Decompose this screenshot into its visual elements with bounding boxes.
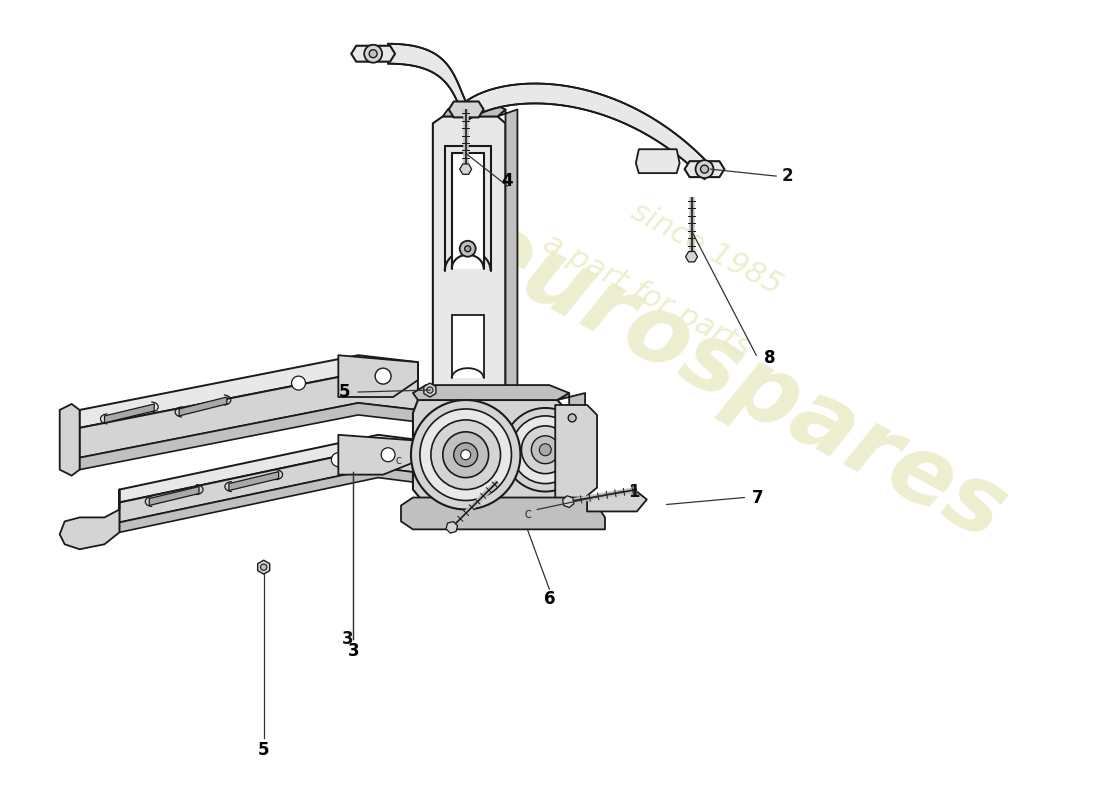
Polygon shape [460, 164, 472, 174]
Text: 3: 3 [341, 630, 353, 648]
Circle shape [701, 165, 708, 173]
Text: since 1985: since 1985 [626, 197, 786, 301]
Polygon shape [351, 46, 395, 62]
Circle shape [364, 45, 382, 62]
Polygon shape [446, 522, 458, 533]
Circle shape [461, 450, 471, 460]
Polygon shape [556, 393, 585, 502]
Text: 1: 1 [628, 482, 639, 501]
Polygon shape [433, 117, 506, 502]
Polygon shape [636, 150, 680, 173]
Circle shape [569, 414, 576, 422]
Text: 4: 4 [502, 172, 514, 190]
Polygon shape [412, 400, 569, 510]
Circle shape [427, 387, 433, 393]
Polygon shape [444, 146, 491, 270]
Polygon shape [684, 161, 725, 177]
Text: 3: 3 [348, 642, 359, 660]
Text: eurospares: eurospares [451, 199, 1022, 561]
Circle shape [431, 420, 500, 490]
Circle shape [370, 50, 377, 58]
Circle shape [521, 426, 569, 474]
Circle shape [531, 436, 559, 464]
Polygon shape [452, 154, 484, 269]
Circle shape [464, 246, 471, 252]
Circle shape [378, 446, 388, 456]
Text: a part for parts: a part for parts [538, 229, 756, 362]
Circle shape [695, 160, 714, 178]
Polygon shape [59, 404, 79, 476]
Polygon shape [339, 355, 418, 397]
Text: 6: 6 [543, 590, 556, 608]
Polygon shape [412, 385, 569, 400]
Polygon shape [257, 560, 270, 574]
Circle shape [411, 400, 520, 510]
Circle shape [443, 432, 488, 478]
Text: 2: 2 [782, 167, 794, 185]
Polygon shape [120, 468, 433, 532]
Polygon shape [443, 102, 506, 117]
Text: 5: 5 [339, 383, 350, 401]
Text: 7: 7 [752, 489, 763, 506]
Circle shape [512, 416, 579, 483]
Polygon shape [229, 472, 278, 490]
Polygon shape [339, 435, 433, 474]
Polygon shape [452, 315, 484, 378]
Polygon shape [497, 110, 517, 498]
Polygon shape [79, 373, 418, 458]
Text: 8: 8 [764, 350, 776, 367]
Polygon shape [59, 490, 120, 550]
Circle shape [460, 241, 475, 257]
Polygon shape [449, 102, 484, 118]
Text: 5: 5 [257, 742, 270, 759]
Polygon shape [150, 486, 199, 506]
Polygon shape [79, 403, 418, 470]
Polygon shape [120, 435, 433, 502]
Circle shape [539, 444, 551, 456]
Polygon shape [179, 397, 227, 416]
Circle shape [504, 408, 587, 491]
Text: C: C [524, 510, 531, 521]
Circle shape [261, 564, 267, 570]
Circle shape [375, 368, 392, 384]
Polygon shape [79, 355, 418, 428]
Polygon shape [120, 448, 433, 522]
Polygon shape [562, 496, 574, 507]
Polygon shape [402, 498, 605, 530]
Circle shape [420, 409, 512, 501]
Circle shape [331, 453, 345, 466]
Polygon shape [556, 405, 597, 499]
Text: C: C [395, 457, 402, 466]
Polygon shape [587, 491, 647, 511]
Polygon shape [465, 83, 704, 179]
Polygon shape [388, 44, 465, 122]
Circle shape [381, 448, 395, 462]
Polygon shape [685, 251, 697, 262]
Circle shape [454, 442, 477, 466]
Circle shape [292, 376, 306, 390]
Polygon shape [424, 383, 436, 397]
Circle shape [343, 368, 353, 378]
Polygon shape [104, 404, 154, 423]
